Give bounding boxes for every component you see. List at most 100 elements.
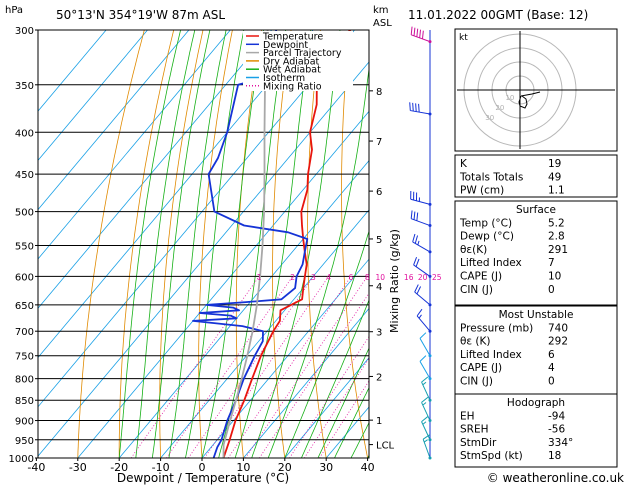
wet-adiabat-line xyxy=(267,65,369,458)
isotherm-line xyxy=(77,110,369,458)
wind-barb-flag xyxy=(422,434,431,440)
temperature-tick-label: -20 xyxy=(110,461,128,474)
wind-barb-dot xyxy=(428,438,432,442)
wind-barb-staff xyxy=(411,218,431,227)
pressure-tick-label: 450 xyxy=(15,170,34,181)
pressure-tick-label: 800 xyxy=(15,375,34,386)
wind-barb-dot xyxy=(428,354,432,358)
legend-label: Dry Adiabat xyxy=(263,56,320,67)
legend-label: Isotherm xyxy=(263,73,305,84)
most-unstable-table-row-value: 6 xyxy=(548,349,555,361)
wind-barb-flag xyxy=(410,210,413,219)
wind-barb-flag xyxy=(415,258,420,267)
wind-barb-flag xyxy=(412,102,414,112)
pressure-tick-label: 650 xyxy=(15,301,34,312)
wind-barb-half-flag xyxy=(418,314,422,319)
wind-barb-dot xyxy=(428,224,432,228)
legend-background xyxy=(243,31,353,91)
hodograph-trace xyxy=(518,95,528,109)
mixing-ratio-line xyxy=(319,380,369,458)
pressure-tick-label: 750 xyxy=(15,352,34,363)
hodograph-kt-label: kt xyxy=(459,33,468,43)
plot-frame xyxy=(37,29,370,459)
asl-unit-label: ASL xyxy=(373,18,392,29)
surface-table-title: Surface xyxy=(516,204,556,216)
height-tick-label: 3 xyxy=(376,328,382,339)
wind-barb-staff xyxy=(421,402,431,421)
hodograph-table-row-label: SREH xyxy=(460,424,489,436)
hodograph-ring-label: 30 xyxy=(485,114,494,122)
isotherm-line xyxy=(243,307,369,458)
wind-barb-staff xyxy=(414,291,431,306)
wind-barb-dot xyxy=(428,40,432,44)
hodograph-table-row-value: 334° xyxy=(548,437,573,449)
most-unstable-table-row-label: Pressure (mb) xyxy=(460,322,533,334)
wind-barb-flag xyxy=(419,332,427,339)
isotherm-line xyxy=(38,30,107,112)
wind-barb-flag xyxy=(413,257,418,266)
isotherm-line xyxy=(38,61,369,457)
temperature-line xyxy=(222,30,352,458)
profile-lines xyxy=(192,30,352,458)
mixing-ratio-labels: 1 2 3 4 6 8 10 16 20 25 xyxy=(257,273,442,282)
wind-barb-flag xyxy=(421,416,429,423)
valid-time-label: 11.01.2022 00GMT (Base: 12) xyxy=(408,8,588,22)
wet-adiabat-line xyxy=(135,30,196,458)
surface-table-row-value: 2.8 xyxy=(548,231,565,243)
wind-barb-staff xyxy=(413,264,431,277)
most-unstable-table-row-value: 0 xyxy=(548,376,555,388)
wind-barb-flag xyxy=(421,30,424,39)
isotherm-line xyxy=(38,30,231,260)
km-unit-label: km xyxy=(373,5,389,16)
hodograph-table-row-value: -56 xyxy=(548,424,565,436)
most-unstable-table-row-label: CIN (J) xyxy=(460,376,493,388)
wind-barb-flag xyxy=(414,235,419,244)
height-tick-label: 5 xyxy=(376,235,382,246)
isotherm-line xyxy=(38,30,314,359)
temperature-tick-label: -30 xyxy=(69,461,87,474)
pressure-tick-label: 1000 xyxy=(9,454,34,465)
wind-barb-half-flag xyxy=(417,240,420,246)
hodograph-table-row-label: StmSpd (kt) xyxy=(460,450,523,462)
temperature-tick-label: -40 xyxy=(27,461,45,474)
wind-barb-half-flag xyxy=(422,421,427,425)
indices-table-row-value: 19 xyxy=(548,158,561,170)
dewpoint-line xyxy=(192,30,309,458)
legend-label: Wet Adiabat xyxy=(263,65,321,76)
wind-barb-flag xyxy=(413,211,416,220)
wind-barb-half-flag xyxy=(422,402,427,406)
wind-barb-flag xyxy=(409,102,411,111)
most-unstable-table-row-label: Lifted Index xyxy=(460,349,522,361)
x-axis-label: Dewpoint / Temperature (°C) xyxy=(117,471,289,485)
wind-barb-dot xyxy=(428,329,432,333)
pressure-tick-label: 700 xyxy=(15,327,34,338)
wind-barb-dot xyxy=(428,202,432,206)
wind-barb-flag xyxy=(416,212,419,221)
plot-area xyxy=(38,30,369,458)
wind-barb-staff xyxy=(412,241,431,253)
pressure-tick-label: 950 xyxy=(15,436,34,447)
credit-label: © weatheronline.co.uk xyxy=(487,471,624,485)
pressure-axis: 300 350 400 450 500 550 600 650 700 750 800 850 900 9… xyxy=(9,26,38,465)
legend-label: Temperature xyxy=(262,32,323,43)
mixing-ratio-label: 3 xyxy=(311,273,316,282)
wind-barb-flag xyxy=(410,26,413,35)
indices-table-row-value: 49 xyxy=(548,171,561,183)
surface-table-row-value: 0 xyxy=(548,284,555,296)
wind-barb-dot xyxy=(428,377,432,381)
surface-table-row-value: 291 xyxy=(548,244,568,256)
most-unstable-table-row-label: θε (K) xyxy=(460,336,491,348)
pressure-tick-label: 400 xyxy=(15,128,34,139)
wind-barb-dot xyxy=(428,398,432,402)
surface-table-row-label: CIN (J) xyxy=(460,284,493,296)
wind-barb-flag xyxy=(412,233,416,243)
most-unstable-table-row-value: 292 xyxy=(548,336,568,348)
hodograph-storm-vector xyxy=(520,91,541,97)
temperature-tick-label: 40 xyxy=(361,461,375,474)
mixing-ratio-line xyxy=(227,276,352,458)
temperature-axis: -40 -30 -20 -10 0 10 20 30 40 xyxy=(27,458,375,474)
wind-barb-dot xyxy=(428,112,432,116)
surface-table-row-label: Dewp (°C) xyxy=(460,231,514,243)
pressure-tick-label: 300 xyxy=(15,26,34,37)
